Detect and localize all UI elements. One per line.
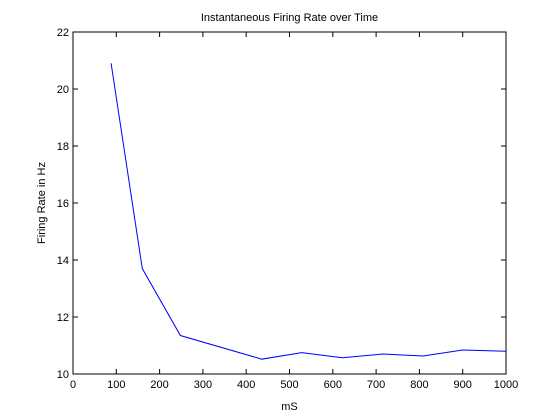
x-tick-label: 200 [150,379,168,391]
series-layer [110,63,507,360]
x-tick-label: 1000 [494,379,518,391]
y-tick-label: 14 [57,255,69,267]
x-tick-label: 800 [410,379,428,391]
x-tick-label: 0 [70,379,76,391]
x-axis-label: mS [281,401,298,413]
y-tick-label: 16 [57,198,69,210]
chart-title: Instantaneous Firing Rate over Time [201,12,378,24]
x-tick-label: 700 [367,379,385,391]
x-tick-label: 900 [454,379,472,391]
plot-area [72,31,507,375]
x-tick-label: 500 [280,379,298,391]
y-axis-label: Firing Rate in Hz [36,162,48,244]
y-tick-label: 18 [57,141,69,153]
y-tick-label: 12 [57,312,69,324]
y-tick-label: 22 [57,27,69,39]
series-line [110,63,507,360]
x-tick-label: 400 [237,379,255,391]
x-tick-label: 300 [194,379,212,391]
ticks [72,31,507,375]
x-tick-label: 100 [107,379,125,391]
tick-labels: 0 100 200 300 400 500 600 700 800 900 1000 10 12 14 16… [57,27,518,391]
y-tick-label: 10 [57,369,69,381]
y-tick-label: 20 [57,84,69,96]
x-tick-label: 600 [324,379,342,391]
